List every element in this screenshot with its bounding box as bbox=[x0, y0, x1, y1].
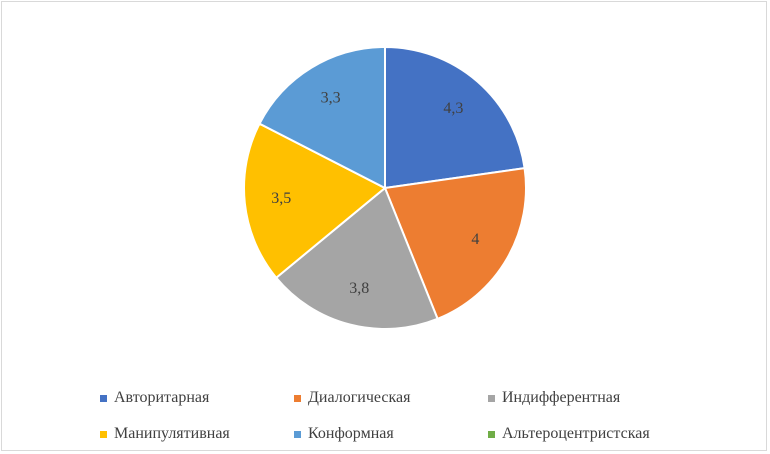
pie-slice-1 bbox=[384, 45, 526, 190]
pie-slice-3 bbox=[274, 186, 439, 330]
legend-row: Манипулятивная Конформная Альтероцентрис… bbox=[100, 416, 720, 452]
legend-item-dialogicheskaya: Диалогическая bbox=[294, 389, 488, 407]
data-label: 3,8 bbox=[349, 280, 369, 297]
legend-swatch bbox=[100, 430, 107, 438]
pie-slice-5 bbox=[258, 45, 386, 190]
pie-slice-4 bbox=[243, 122, 387, 280]
legend-item-manipulyativnaya: Манипулятивная bbox=[100, 425, 294, 443]
legend-swatch bbox=[100, 394, 107, 402]
data-label: 4 bbox=[471, 231, 479, 248]
legend-row: Авторитарная Диалогическая Индифферентна… bbox=[100, 380, 720, 416]
legend-swatch bbox=[488, 430, 495, 438]
legend-item-avtoritarnaya: Авторитарная bbox=[100, 389, 294, 407]
data-label: 3,5 bbox=[271, 190, 291, 207]
legend-item-konformnaya: Конформная bbox=[294, 425, 488, 443]
pie-slices bbox=[243, 45, 527, 330]
data-label: 4,3 bbox=[443, 100, 463, 117]
legend-item-alterocentristskaya: Альтероцентристская bbox=[488, 425, 650, 443]
pie-slice-2 bbox=[383, 167, 527, 321]
legend-swatch bbox=[294, 394, 301, 402]
legend-label: Диалогическая bbox=[308, 389, 411, 406]
legend-label: Конформная bbox=[308, 425, 394, 442]
legend-swatch bbox=[294, 430, 301, 438]
legend-label: Индифферентная bbox=[502, 389, 621, 406]
legend-swatch bbox=[488, 394, 495, 402]
legend: Авторитарная Диалогическая Индифферентна… bbox=[100, 380, 720, 452]
legend-item-indifferentnaya: Индифферентная bbox=[488, 389, 620, 407]
legend-label: Авторитарная bbox=[114, 389, 210, 406]
legend-label: Альтероцентристская bbox=[502, 425, 650, 442]
legend-label: Манипулятивная bbox=[114, 425, 230, 442]
data-label: 3,3 bbox=[321, 90, 341, 107]
data-labels: 4,3 4 3,8 3,5 3,3 bbox=[271, 90, 479, 297]
